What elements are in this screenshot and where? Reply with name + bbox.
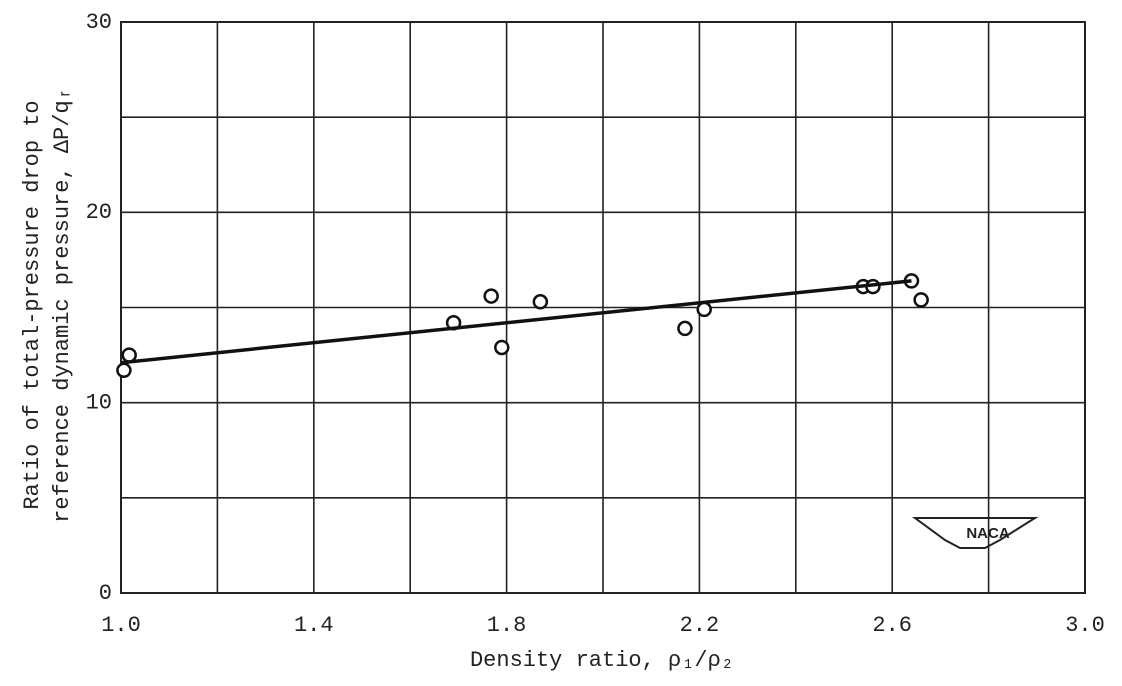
x-tick-label: 2.6: [872, 613, 912, 638]
y-tick-label: 30: [86, 10, 112, 35]
logo-wings: [911, 517, 1039, 549]
y-tick-label: 0: [99, 581, 112, 606]
data-point: [116, 362, 132, 379]
data-point: [696, 301, 712, 318]
fit-line: [120, 279, 912, 365]
y-tick-label: 20: [86, 200, 112, 225]
x-tick-label: 3.0: [1065, 613, 1105, 638]
naca-logo: NACA: [911, 517, 1039, 549]
data-point: [532, 294, 549, 310]
x-tick-label: 1.8: [487, 613, 527, 638]
x-tick-label: 1.4: [294, 613, 334, 638]
y-tick-label: 10: [86, 390, 112, 415]
plot-frame: [120, 21, 1086, 594]
y-axis-label: Ratio of total-pressure drop to: [20, 100, 45, 509]
data-point: [494, 339, 510, 356]
data-point: [913, 292, 929, 308]
y-axis-label: reference dynamic pressure, ΔP/qᵣ: [50, 87, 75, 523]
x-axis-label: Density ratio, ρ₁/ρ₂: [470, 648, 734, 673]
data-point: [677, 320, 693, 337]
data-point: [483, 288, 499, 304]
x-tick-label: 1.0: [101, 613, 141, 638]
x-tick-label: 2.2: [680, 613, 720, 638]
